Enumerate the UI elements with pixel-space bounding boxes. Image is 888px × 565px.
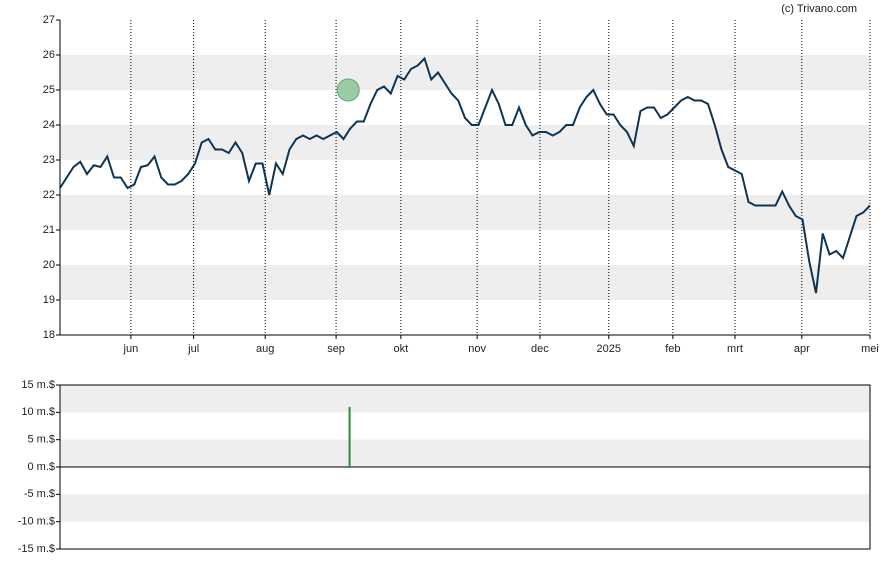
x-tick-label: nov — [468, 343, 486, 355]
bar — [348, 406, 351, 467]
grid-band — [60, 55, 870, 90]
x-tick-label: jul — [187, 343, 199, 355]
x-tick-label: mei — [861, 343, 879, 355]
x-tick-label: 2025 — [597, 343, 621, 355]
grid-band — [60, 385, 870, 413]
y-tick-label: 24 — [43, 119, 55, 131]
x-tick-label: apr — [794, 343, 810, 355]
y-tick-label: 20 — [43, 259, 55, 271]
y-tick-label: 21 — [43, 224, 55, 236]
x-tick-label: sep — [327, 343, 345, 355]
y-tick-label: 22 — [43, 189, 55, 201]
y-tick-label: 26 — [43, 49, 55, 61]
y-tick-label: 18 — [43, 329, 55, 341]
credit: (c) Trivano.com — [781, 3, 857, 15]
x-tick-label: mrt — [727, 343, 743, 355]
grid-band — [60, 494, 870, 522]
y-tick-label: 5 m.$ — [27, 434, 55, 446]
x-tick-label: aug — [256, 343, 274, 355]
y-tick-label: -15 m.$ — [18, 543, 55, 555]
y-tick-label: 10 m.$ — [21, 406, 55, 418]
y-tick-label: 27 — [43, 14, 55, 26]
grid-band — [60, 265, 870, 300]
grid-band — [60, 439, 870, 467]
y-tick-label: 23 — [43, 154, 55, 166]
price-line — [59, 56, 871, 294]
y-tick-label: 15 m.$ — [21, 379, 55, 391]
x-tick-label: dec — [531, 343, 549, 355]
x-tick-label: feb — [665, 343, 680, 355]
y-tick-label: 25 — [43, 84, 55, 96]
x-tick-label: jun — [123, 343, 139, 355]
trade-marker — [336, 78, 360, 102]
y-tick-label: -5 m.$ — [24, 488, 55, 500]
y-tick-label: -10 m.$ — [18, 516, 55, 528]
grid-band — [60, 125, 870, 160]
y-tick-label: 19 — [43, 294, 55, 306]
x-tick-label: okt — [394, 343, 409, 355]
y-tick-label: 0 m.$ — [27, 461, 55, 473]
